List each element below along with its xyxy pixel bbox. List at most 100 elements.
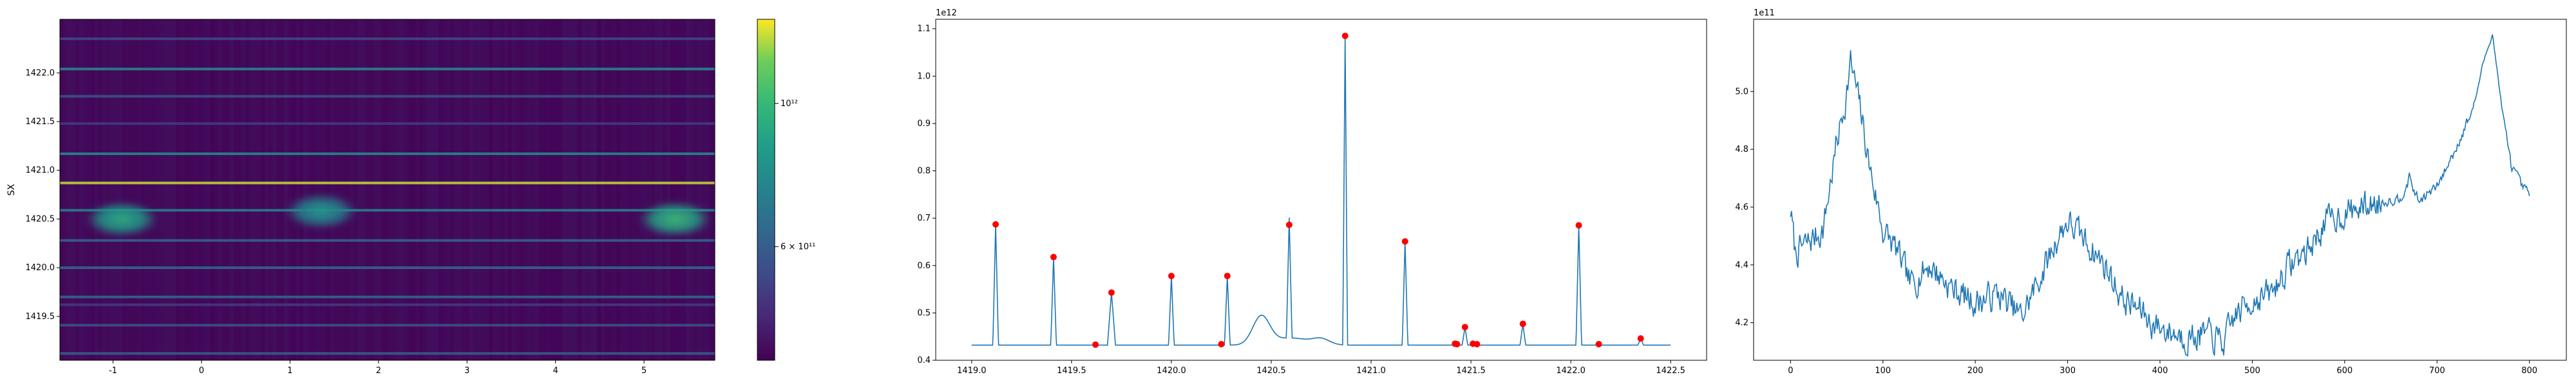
colorbar-ticks: 6 × 10¹¹ 10¹² xyxy=(775,99,815,252)
heatmap-stripe xyxy=(381,19,384,360)
heatmap-stripe xyxy=(446,19,450,360)
heatmap-stripe xyxy=(346,19,350,360)
heatmap-stripe xyxy=(102,19,106,360)
heatmap-stripe xyxy=(288,19,292,360)
peaks-x-ticks: 1419.0 1419.5 1420.0 1420.5 1421.0 1421.5 1422… xyxy=(957,360,1685,376)
peak-marker xyxy=(1461,324,1468,331)
heatmap-stripe xyxy=(307,19,311,360)
heatmap-x-tick-label: 5 xyxy=(641,366,647,376)
heatmap-stripe xyxy=(531,19,535,360)
heatmap-stripe xyxy=(68,19,71,360)
heatmap-stripe xyxy=(338,19,342,360)
heatmap-stripe xyxy=(126,19,129,360)
heatmap-stripe xyxy=(226,19,230,360)
heatmap-stripe xyxy=(562,19,566,360)
heatmap-line xyxy=(60,295,715,299)
series-y-tick-label: 4.8 xyxy=(1735,145,1748,154)
peaks-y-tick-label: 0.6 xyxy=(917,261,931,271)
heatmap-blobs xyxy=(93,197,705,234)
heatmap-stripe xyxy=(60,19,64,360)
peaks-y-ticks: 0.4 0.5 0.6 0.7 0.8 0.9 1.0 1.1 xyxy=(917,24,936,365)
series-x-tick-label: 500 xyxy=(2244,366,2260,376)
series-y-tick-label: 4.6 xyxy=(1735,203,1748,212)
heatmap-stripe xyxy=(659,19,663,360)
heatmap-stripe xyxy=(218,19,222,360)
heatmap-stripe xyxy=(516,19,520,360)
heatmap-stripe xyxy=(377,19,381,360)
peak-marker xyxy=(1595,340,1602,347)
heatmap-stripe xyxy=(242,19,245,360)
heatmap-stripe xyxy=(330,19,334,360)
heatmap-stripe xyxy=(350,19,354,360)
heatmap-stripe xyxy=(211,19,214,360)
heatmap-vertical-stripes xyxy=(60,19,715,360)
heatmap-stripe xyxy=(705,19,709,360)
heatmap-x-ticks: -1 0 1 2 3 4 5 xyxy=(109,360,647,376)
heatmap-stripe xyxy=(145,19,149,360)
heatmap-blob-core xyxy=(110,214,134,225)
peaks-y-tick-label: 1.1 xyxy=(917,24,931,34)
heatmap-stripe xyxy=(667,19,670,360)
heatmap-stripe xyxy=(257,19,261,360)
heatmap-stripe xyxy=(423,19,427,360)
heatmap-blob-core xyxy=(309,206,333,217)
peak-marker xyxy=(1092,341,1099,348)
heatmap-stripe xyxy=(686,19,690,360)
peak-markers xyxy=(992,32,1644,348)
heatmap-stripe xyxy=(624,19,628,360)
heatmap-stripe xyxy=(597,19,601,360)
heatmap-stripe xyxy=(458,19,462,360)
peaks-y-tick-label: 0.7 xyxy=(917,214,931,223)
heatmap-stripe xyxy=(373,19,377,360)
peaks-x-tick-label: 1422.0 xyxy=(1556,366,1586,376)
heatmap-x-tick-label: 0 xyxy=(199,366,204,376)
heatmap-stripe xyxy=(118,19,122,360)
heatmap-stripe xyxy=(64,19,68,360)
heatmap-y-ticks: 1419.5 1420.0 1420.5 1421.0 1421.5 1422.0 xyxy=(26,68,60,322)
heatmap-stripe xyxy=(512,19,516,360)
peaks-x-tick-label: 1421.0 xyxy=(1356,366,1386,376)
heatmap-stripe xyxy=(697,19,701,360)
heatmap-stripe xyxy=(176,19,180,360)
peaks-x-tick-label: 1421.5 xyxy=(1456,366,1486,376)
heatmap-stripe xyxy=(245,19,249,360)
heatmap-stripe xyxy=(234,19,238,360)
heatmap-stripe xyxy=(713,19,715,360)
heatmap-stripe xyxy=(261,19,265,360)
peaks-x-tick-label: 1419.5 xyxy=(1057,366,1086,376)
colorbar-tick-label: 10¹² xyxy=(781,99,798,109)
peaks-x-tick-label: 1420.0 xyxy=(1157,366,1186,376)
peak-marker xyxy=(1401,238,1408,245)
heatmap-stripe xyxy=(156,19,160,360)
series-x-tick-label: 0 xyxy=(1788,366,1793,376)
heatmap-stripe xyxy=(87,19,91,360)
heatmap-stripe xyxy=(612,19,616,360)
heatmap-stripe xyxy=(95,19,99,360)
heatmap-stripe xyxy=(323,19,327,360)
heatmap-stripe xyxy=(477,19,481,360)
heatmap-stripe xyxy=(539,19,543,360)
heatmap-stripe xyxy=(296,19,299,360)
heatmap-x-tick-label: 3 xyxy=(464,366,469,376)
series-y-tick-label: 5.0 xyxy=(1735,87,1748,96)
heatmap-stripe xyxy=(543,19,547,360)
heatmap-stripe xyxy=(222,19,226,360)
series-x-tick-label: 800 xyxy=(2521,366,2537,376)
heatmap-line xyxy=(60,68,715,71)
heatmap-stripe xyxy=(129,19,133,360)
heatmap-line xyxy=(60,352,715,355)
heatmap-stripe xyxy=(520,19,524,360)
heatmap-stripe xyxy=(384,19,388,360)
heatmap-stripe xyxy=(392,19,396,360)
heatmap-stripe xyxy=(462,19,466,360)
peaks-y-tick-label: 1.0 xyxy=(917,71,931,81)
heatmap-stripe xyxy=(122,19,126,360)
peak-marker xyxy=(1108,289,1115,296)
heatmap-stripe xyxy=(678,19,682,360)
heatmap-stripe xyxy=(327,19,330,360)
heatmap-stripe xyxy=(620,19,624,360)
heatmap-stripe xyxy=(269,19,272,360)
colorbar: 6 × 10¹¹ 10¹² xyxy=(757,19,815,361)
peak-marker xyxy=(1519,320,1526,327)
